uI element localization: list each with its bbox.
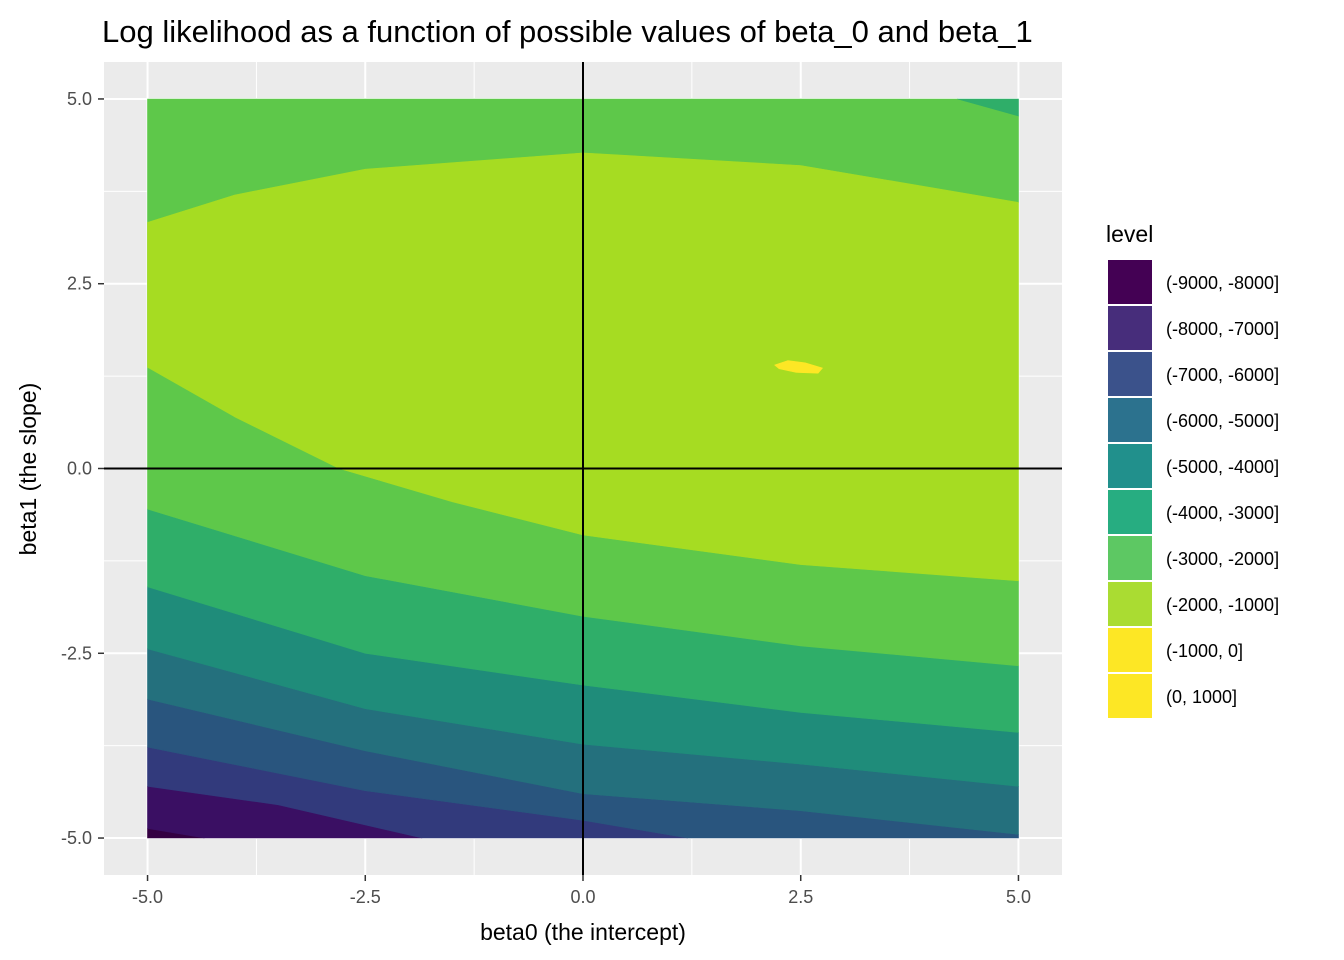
legend-label: (-5000, -4000] [1166,457,1279,477]
legend-swatch [1108,260,1152,304]
legend: level (-9000, -8000] (-8000, -7000] (-7000… [1106,221,1279,718]
legend-label: (-8000, -7000] [1166,319,1279,339]
contour-band [774,360,823,374]
legend-swatch [1108,398,1152,442]
legend-label: (-7000, -6000] [1166,365,1279,385]
legend-swatch [1108,490,1152,534]
legend-swatch [1108,536,1152,580]
x-tick-label: 0.0 [570,887,595,907]
y-tick-label: 0.0 [67,459,92,479]
legend-swatch [1108,352,1152,396]
legend-swatch [1108,628,1152,672]
legend-label: (-1000, 0] [1166,641,1243,661]
legend-label: (-6000, -5000] [1166,411,1279,431]
contour-band [957,98,1019,117]
y-tick-label: 5.0 [67,89,92,109]
legend-label: (-9000, -8000] [1166,273,1279,293]
legend-title: level [1106,221,1153,247]
legend-items: (-9000, -8000] (-8000, -7000] (-7000, -600… [1108,260,1279,718]
y-tick-label: -5.0 [61,828,92,848]
x-axis-ticks: -5.0 -2.5 0.0 2.5 5.0 [132,875,1031,907]
legend-label: (0, 1000] [1166,687,1237,707]
legend-swatch [1108,444,1152,488]
x-tick-label: 5.0 [1006,887,1031,907]
legend-swatch [1108,674,1152,718]
reference-lines [104,62,1062,875]
y-axis-ticks: -5.0 -2.5 0.0 2.5 5.0 [61,89,104,848]
x-tick-label: -2.5 [350,887,381,907]
legend-swatch [1108,582,1152,626]
legend-swatch [1108,306,1152,350]
x-tick-label: -5.0 [132,887,163,907]
x-tick-label: 2.5 [788,887,813,907]
legend-label: (-4000, -3000] [1166,503,1279,523]
chart-title: Log likelihood as a function of possible… [102,14,1033,49]
legend-label: (-2000, -1000] [1166,595,1279,615]
y-axis-label: beta1 (the slope) [15,383,41,556]
y-tick-label: -2.5 [61,643,92,663]
x-axis-label: beta0 (the intercept) [480,919,686,945]
legend-label: (-3000, -2000] [1166,549,1279,569]
y-tick-label: 2.5 [67,274,92,294]
